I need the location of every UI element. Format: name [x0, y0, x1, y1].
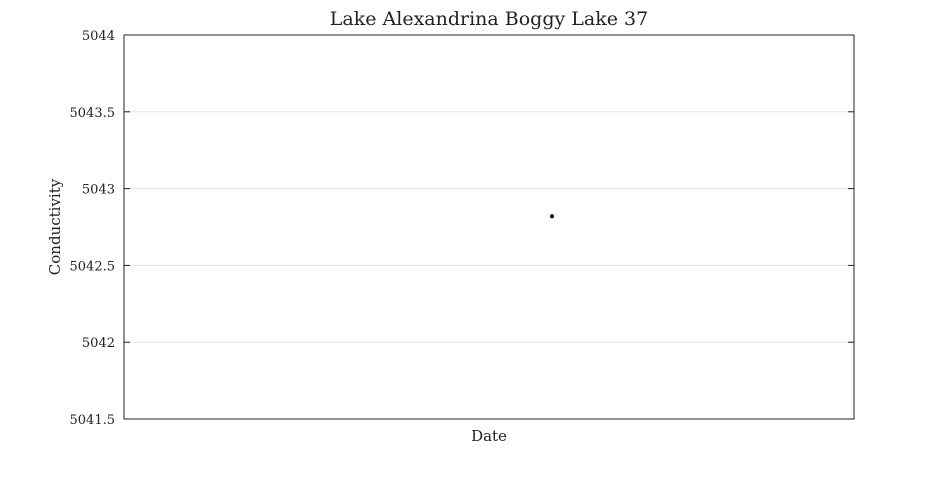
data-point [550, 214, 554, 219]
plot-area [123, 34, 855, 420]
y-tick-label: 5042 [82, 336, 115, 351]
data-points [550, 214, 554, 219]
y-tick-label: 5043.5 [70, 106, 116, 121]
y-tick-label: 5043 [82, 183, 115, 198]
y-tick-label: 5042.5 [70, 259, 116, 274]
chart-title: Lake Alexandrina Boggy Lake 37 [330, 8, 648, 30]
y-tick-label: 5044 [82, 29, 115, 44]
y-axis: 5041.5 5042 5042.5 5043 5043.5 5044 [70, 29, 854, 428]
gridlines [124, 111, 854, 343]
y-tick-label: 5041.5 [70, 413, 116, 428]
y-axis-label: Conductivity [46, 178, 64, 275]
x-axis-label: Date [471, 427, 507, 445]
